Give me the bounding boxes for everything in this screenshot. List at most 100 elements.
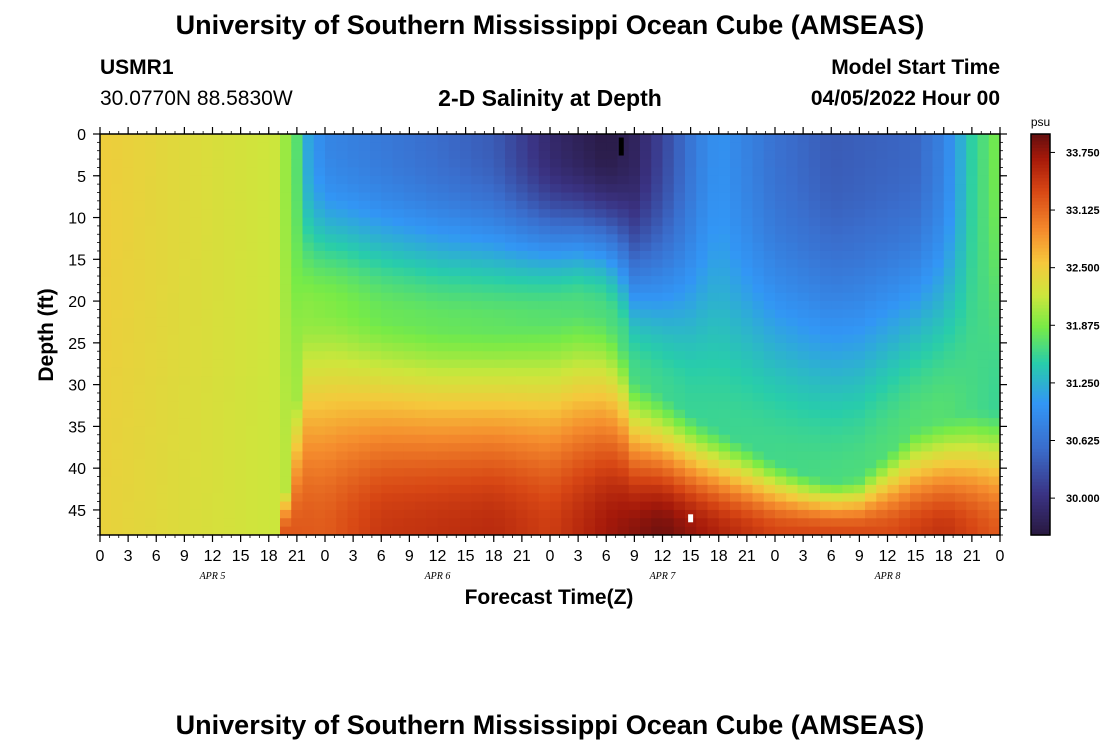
colorbar-segment [1031, 354, 1050, 359]
heatmap-cell [932, 493, 945, 503]
heatmap-cell [853, 484, 866, 494]
heatmap-cell [842, 150, 855, 160]
heatmap-cell [527, 392, 540, 402]
heatmap-cell [493, 250, 506, 260]
heatmap-cell [291, 234, 304, 244]
footer-title: University of Southern Mississippi Ocean… [175, 710, 925, 740]
heatmap-cell [325, 167, 337, 177]
heatmap-cell [313, 134, 326, 143]
heatmap-cell [561, 267, 574, 277]
heatmap-cell [673, 326, 686, 336]
heatmap-cell [921, 509, 934, 519]
heatmap-cell [561, 250, 574, 260]
heatmap-cell [561, 443, 574, 453]
heatmap-cell [403, 509, 416, 519]
heatmap-cell [392, 301, 405, 311]
heatmap-cell [898, 284, 911, 294]
heatmap-cell [538, 409, 551, 419]
heatmap-cell [460, 150, 472, 160]
heatmap-cell [640, 276, 652, 285]
heatmap-cell [966, 326, 979, 336]
heatmap-cell [763, 301, 776, 311]
colorbar-segment [1031, 464, 1050, 469]
heatmap-cell [392, 493, 405, 503]
heatmap-cell [448, 518, 461, 528]
heatmap-cell [167, 301, 180, 311]
heatmap-cell [741, 200, 754, 210]
heatmap-cell [572, 317, 585, 327]
heatmap-cell [358, 376, 371, 386]
y-tick-label: 10 [68, 211, 86, 228]
heatmap-cell [190, 342, 202, 352]
heatmap-cell [145, 484, 157, 494]
heatmap-cell [617, 409, 630, 419]
heatmap-cell [156, 225, 169, 235]
heatmap-cell [583, 167, 596, 177]
heatmap-cell [628, 501, 641, 511]
heatmap-cell [358, 134, 371, 143]
colorbar-segment [1031, 314, 1050, 319]
heatmap-cell [696, 150, 709, 160]
heatmap-cell [887, 150, 900, 160]
heatmap-cell [268, 276, 281, 285]
heatmap-cell [325, 259, 337, 269]
heatmap-cell [291, 309, 304, 319]
heatmap-cell [325, 326, 337, 336]
heatmap-cell [325, 234, 337, 244]
heatmap-cell [752, 259, 765, 269]
heatmap-cell [651, 284, 664, 294]
heatmap-cell [640, 426, 652, 436]
colorbar-segment [1031, 438, 1050, 443]
heatmap-cell [133, 409, 146, 419]
heatmap-cell [977, 184, 990, 194]
heatmap-cell [606, 451, 619, 461]
heatmap-cell [741, 468, 754, 478]
heatmap-cell [910, 359, 922, 369]
heatmap-cell [685, 392, 697, 402]
heatmap-cell [786, 334, 799, 344]
heatmap-cell [640, 526, 652, 535]
heatmap-cell [122, 509, 135, 519]
heatmap-cell [797, 426, 810, 436]
heatmap-cell [955, 367, 967, 377]
heatmap-cell [201, 200, 214, 210]
heatmap-cell [313, 493, 326, 503]
heatmap-cell [516, 250, 529, 260]
heatmap-cell [527, 301, 540, 311]
heatmap-cell [370, 267, 382, 277]
heatmap-cell [932, 401, 945, 411]
heatmap-cell [572, 159, 585, 169]
heatmap-cell [257, 284, 270, 294]
heatmap-cell [673, 468, 686, 478]
heatmap-cell [932, 451, 945, 461]
colorbar-segment [1031, 194, 1050, 199]
heatmap-cell [471, 501, 484, 511]
heatmap-cell [212, 267, 225, 277]
heatmap-cell [583, 334, 596, 344]
heatmap-cell [876, 392, 889, 402]
heatmap-cell [291, 150, 304, 160]
heatmap-cell [718, 309, 731, 319]
heatmap-cell [291, 259, 304, 269]
heatmap-cell [628, 426, 641, 436]
heatmap-cell [955, 142, 967, 152]
heatmap-cell [325, 418, 337, 427]
heatmap-cell [842, 134, 855, 143]
heatmap-cell [662, 309, 675, 319]
heatmap-cell [628, 142, 641, 152]
heatmap-cell [595, 376, 607, 386]
heatmap-cell [415, 484, 427, 494]
heatmap-cell [235, 200, 247, 210]
heatmap-cell [876, 301, 889, 311]
heatmap-cell [786, 493, 799, 503]
heatmap-cell [853, 209, 866, 219]
heatmap-cell [460, 209, 472, 219]
heatmap-cell [966, 359, 979, 369]
heatmap-cell [403, 342, 416, 352]
heatmap-cell [145, 376, 157, 386]
heatmap-cell [336, 342, 349, 352]
heatmap-cell [955, 342, 967, 352]
heatmap-cell [178, 142, 191, 152]
heatmap-cell [212, 459, 225, 469]
heatmap-cell [853, 276, 866, 285]
